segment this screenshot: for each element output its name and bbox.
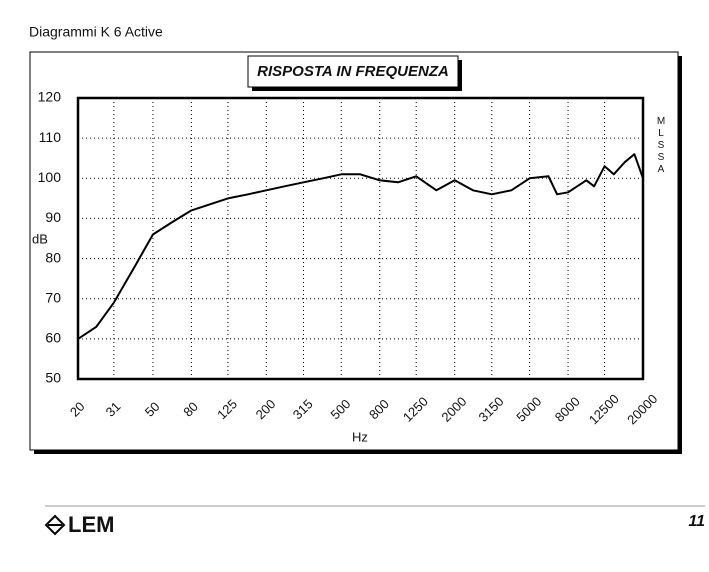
header-title: Diagrammi K 6 Active [29,24,163,40]
y-tick-label: 100 [38,169,62,185]
y-tick-label: 80 [45,249,61,265]
title-box [247,55,459,88]
y-tick-label: 90 [45,209,61,225]
y-tick-label: 120 [38,89,62,105]
chart-frame [29,51,679,451]
y-tick-label: 60 [45,330,61,346]
logo-icon [44,514,66,536]
y-tick-label: 50 [45,370,61,386]
y-axis-label: dB [32,231,48,246]
page-number: 11 [688,513,705,530]
chart-title: RISPOSTA IN FREQUENZA [257,63,449,80]
side-label: MLSSA [656,116,667,176]
y-tick-label: 70 [45,289,61,305]
plot-border [76,96,645,381]
footer-logo: LEM [68,512,114,537]
x-axis-label: Hz [352,429,368,444]
y-tick-label: 110 [39,129,62,145]
response-line [77,153,644,340]
